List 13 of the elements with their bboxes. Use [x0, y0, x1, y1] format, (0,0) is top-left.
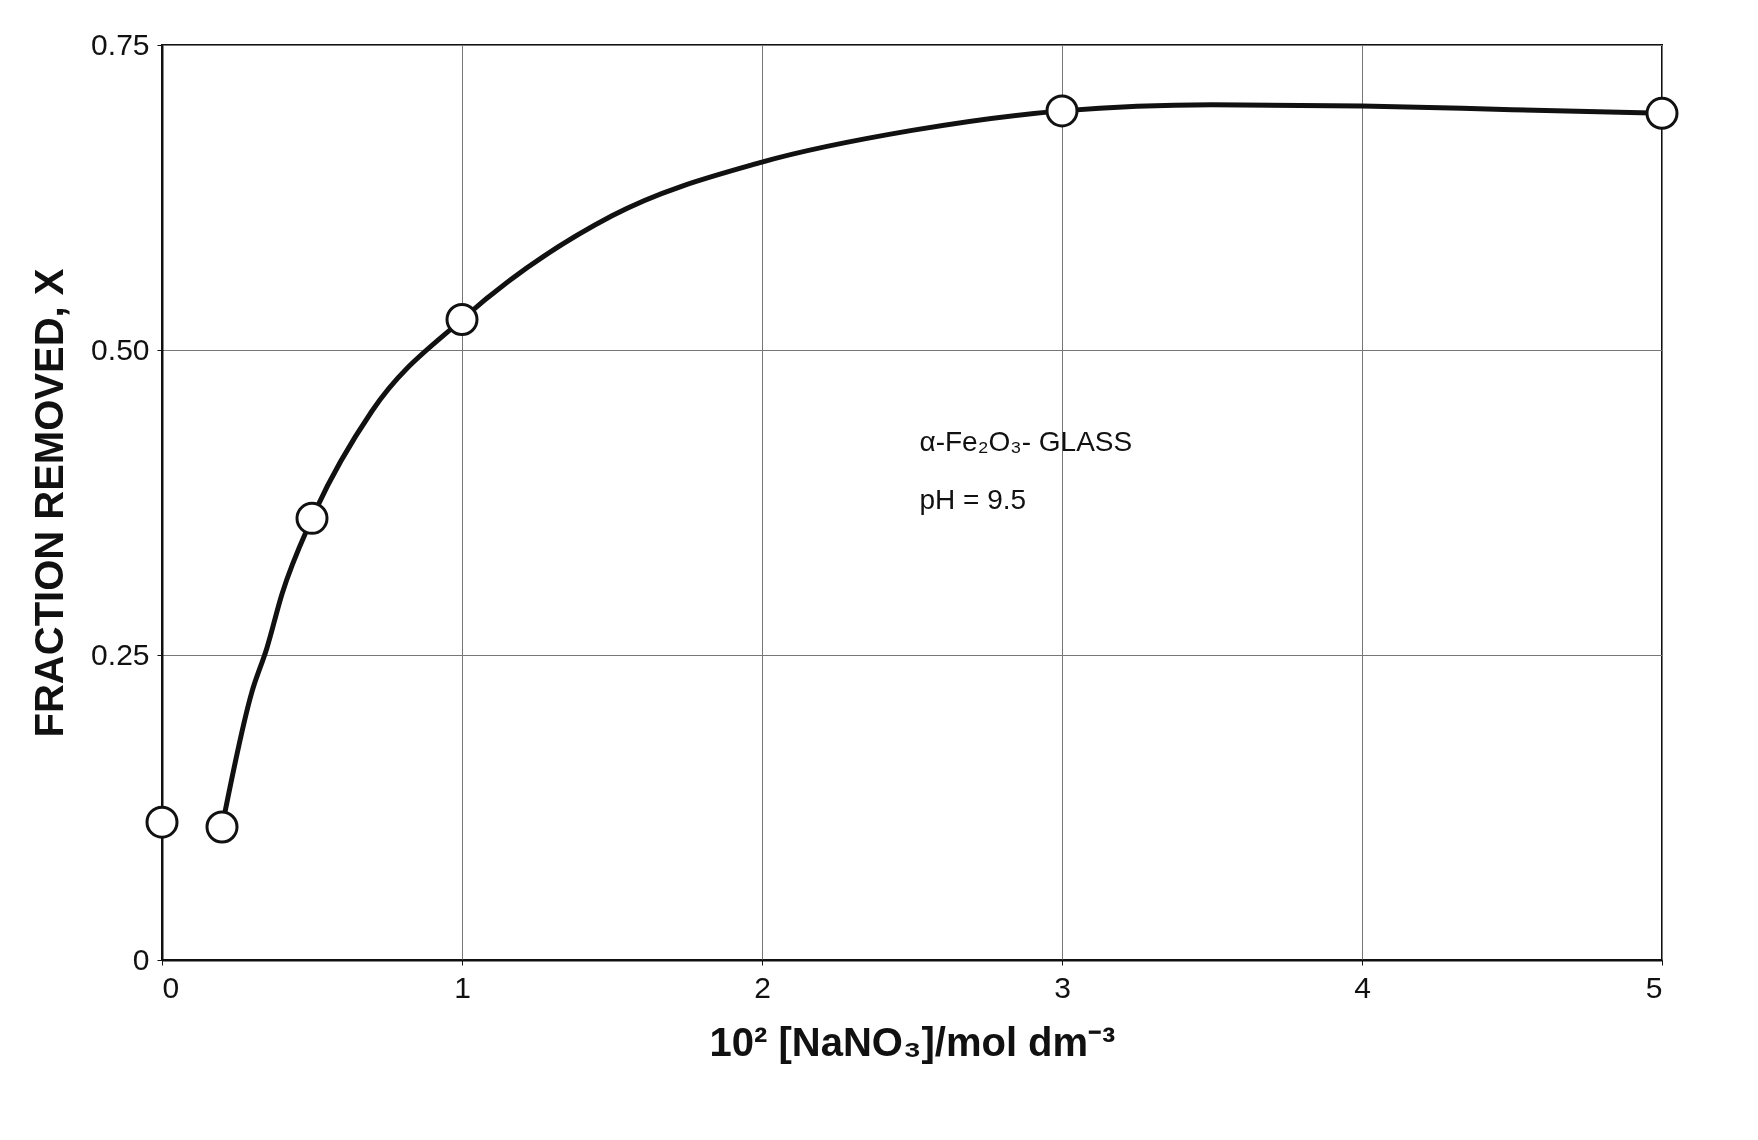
x-tick-label: 3: [1054, 970, 1071, 1004]
x-tick-label: 0: [162, 970, 180, 1004]
x-tick-label: 5: [1645, 970, 1663, 1004]
y-tick-label: 0.75: [91, 27, 150, 61]
x-axis-title: 10² [NaNO₃]/mol dm⁻³: [709, 1019, 1116, 1064]
y-tick-label: 0.25: [91, 637, 150, 671]
y-tick-label: 0.50: [91, 332, 150, 366]
y-tick-label: 0: [132, 942, 150, 976]
x-tick-label: 1: [454, 970, 471, 1004]
x-tick-label: 4: [1354, 970, 1371, 1004]
x-tick-label: 2: [754, 970, 771, 1004]
annotation: pH = 9.5: [919, 483, 1027, 515]
y-axis-title: FRACTION REMOVED, X: [27, 268, 72, 738]
